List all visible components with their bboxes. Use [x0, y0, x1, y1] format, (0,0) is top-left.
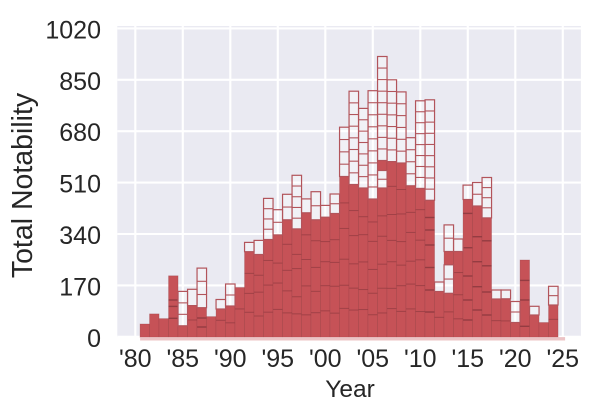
- svg-text:'95: '95: [262, 345, 295, 373]
- svg-text:Total Notability: Total Notability: [7, 92, 39, 278]
- svg-text:340: 340: [59, 222, 101, 250]
- svg-text:'90: '90: [214, 345, 247, 373]
- svg-text:0: 0: [87, 325, 101, 353]
- svg-text:'20: '20: [499, 345, 532, 373]
- svg-text:'05: '05: [357, 345, 390, 373]
- svg-text:'25: '25: [547, 345, 580, 373]
- svg-text:'80: '80: [119, 345, 152, 373]
- svg-text:'85: '85: [167, 345, 200, 373]
- svg-text:'00: '00: [309, 345, 342, 373]
- svg-text:170: 170: [59, 273, 101, 301]
- svg-text:'15: '15: [452, 345, 485, 373]
- svg-text:510: 510: [59, 171, 101, 199]
- svg-text:1020: 1020: [45, 16, 101, 44]
- svg-text:'10: '10: [404, 345, 437, 373]
- svg-text:Year: Year: [325, 376, 375, 403]
- svg-text:850: 850: [59, 68, 101, 96]
- svg-text:680: 680: [59, 119, 101, 147]
